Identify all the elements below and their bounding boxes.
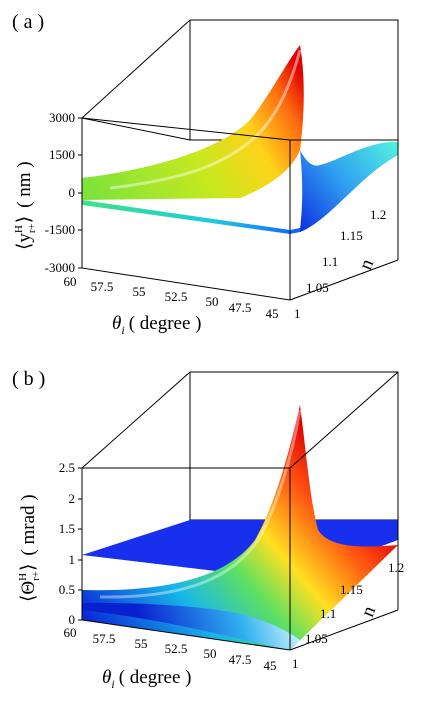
- panel-b-x-tick-label: 57.5: [93, 631, 116, 646]
- panel-a-y-ticks: 1 1.05 1.1 1.15 1.2: [294, 207, 386, 321]
- panel-b-z-ticks: 0 0.5 1 1.5 2 2.5: [59, 460, 82, 627]
- panel-b-z-axis-superscript: H: [17, 573, 29, 581]
- panel-a-y-tick-label: 1.1: [322, 254, 338, 269]
- panel-b-y-tick-label: 1.05: [305, 631, 328, 646]
- panel-b-label: ( b ): [12, 368, 45, 390]
- panel-b-y-tick-label: 1: [292, 656, 299, 671]
- panel-a-z-tick-label: 1500: [49, 147, 75, 162]
- panel-a-x-tick-label: 55: [133, 284, 146, 299]
- panel-a-y-tick-label: 1.05: [306, 280, 329, 295]
- panel-b-y-axis-title: n: [357, 603, 380, 620]
- panel-b-x-tick-label: 45: [264, 658, 277, 673]
- panel-a-y-tick-label: 1.2: [370, 207, 386, 222]
- panel-a-x-ticks: 60 57.5 55 52.5 50 47.5 45: [64, 274, 279, 321]
- panel-a-box-back: [81, 19, 399, 141]
- panel-b-z-axis-subscript: r+: [30, 571, 42, 581]
- panel-a-z-axis-superscript: H: [13, 225, 25, 233]
- panel-b-z-tick-label: 2: [69, 491, 76, 506]
- panel-a-x-tick-label: 47.5: [229, 300, 252, 315]
- panel-a-label: ( a ): [12, 11, 44, 33]
- panel-b-x-axis-subscript: i: [111, 677, 114, 691]
- panel-a-z-ticks: -3000 -1500 0 1500 3000: [45, 110, 82, 275]
- panel-b-y-tick-label: 1.1: [320, 606, 336, 621]
- panel-a-y-tick-label: 1: [294, 306, 301, 321]
- panel-a-z-axis-close: ⟩: [14, 216, 35, 223]
- panel-a-x-tick-label: 57.5: [91, 279, 114, 294]
- panel-b-x-tick-label: 60: [64, 625, 77, 640]
- panel-a-x-axis-symbol: θ: [112, 313, 121, 334]
- panel-b-x-axis-title: θi ( degree ): [102, 667, 191, 691]
- panel-b-z-axis-title: ⟨ΘHr+⟩ ( mrad ): [17, 494, 42, 602]
- panel-a-ridge: [109, 49, 302, 190]
- panel-b-ridge: [99, 409, 302, 599]
- panel-a-z-tick-label: 0: [69, 185, 76, 200]
- panel-b: ( b ) 0 0.5 1: [12, 368, 404, 691]
- panel-a-z-axis-title: ⟨yHr+⟩ ( nm ): [13, 161, 38, 250]
- panel-b-z-axis-close: ⟩: [18, 564, 39, 571]
- panel-a-z-tick-label: 3000: [49, 110, 75, 125]
- panel-b-z-tick-label: 1: [69, 552, 76, 567]
- panel-b-x-axis-symbol: θ: [102, 667, 111, 688]
- panel-a-x-axis-unit: ( degree ): [129, 313, 202, 334]
- panel-a-surface-main: [82, 45, 304, 200]
- panel-a-y-axis-title: n: [355, 256, 378, 273]
- panel-a-z-axis-unit: ( nm ): [14, 161, 35, 207]
- panel-a-y-tick-label: 1.15: [340, 228, 363, 243]
- panel-a-z-tick-label: -1500: [45, 222, 75, 237]
- svg-text:⟨yHr+⟩( nm ): ⟨yHr+⟩ ( nm ): [13, 161, 38, 250]
- panel-b-x-ticks: 60 57.5 55 52.5 50 47.5 45: [64, 625, 277, 673]
- panel-a: ( a ) -3000 -: [12, 11, 399, 337]
- panel-a-box-front: [81, 117, 399, 301]
- panel-b-z-tick-label: 2.5: [59, 460, 75, 475]
- panel-b-y-tick-label: 1.2: [388, 560, 404, 575]
- panel-b-x-tick-label: 50: [204, 646, 217, 661]
- panel-b-surface: [82, 405, 398, 650]
- panel-b-x-tick-label: 55: [135, 636, 148, 651]
- panel-a-z-tick-label: -3000: [45, 260, 75, 275]
- panel-b-z-axis-symbol: Θ: [18, 581, 39, 595]
- panel-a-z-axis-subscript: r+: [26, 223, 38, 233]
- panel-b-z-tick-label: 0.5: [59, 582, 75, 597]
- svg-text:⟨ΘHr+⟩( mrad ): ⟨ΘHr+⟩ ( mrad ): [17, 494, 42, 602]
- panel-a-x-axis-subscript: i: [121, 323, 124, 337]
- panel-b-box-front: [81, 371, 399, 651]
- panel-b-box-back: [81, 371, 399, 521]
- panel-b-y-ticks: 1 1.05 1.1 1.15 1.2: [292, 560, 404, 671]
- panel-b-x-tick-label: 47.5: [229, 652, 252, 667]
- panel-a-x-tick-label: 45: [266, 306, 279, 321]
- panel-b-x-axis-unit: ( degree ): [119, 667, 192, 688]
- panel-b-y-tick-label: 1.15: [340, 582, 363, 597]
- panel-a-x-axis-title: θi ( degree ): [112, 313, 201, 337]
- panel-a-z-axis-symbol: y: [14, 233, 35, 243]
- panel-a-x-tick-label: 50: [206, 294, 219, 309]
- panel-a-z-axis-open: ⟨: [14, 243, 35, 250]
- panel-b-z-axis-open: ⟨: [18, 595, 39, 602]
- panel-b-z-axis-unit: ( mrad ): [18, 494, 39, 555]
- panel-a-surface-dip: [300, 141, 398, 232]
- panel-b-z-tick-label: 1.5: [59, 521, 75, 536]
- panel-b-z-tick-label: 0: [69, 612, 76, 627]
- panel-a-x-tick-label: 60: [64, 274, 77, 289]
- panel-b-surface-front: [82, 602, 300, 650]
- panel-b-x-tick-label: 52.5: [165, 641, 188, 656]
- panel-a-x-tick-label: 52.5: [165, 289, 188, 304]
